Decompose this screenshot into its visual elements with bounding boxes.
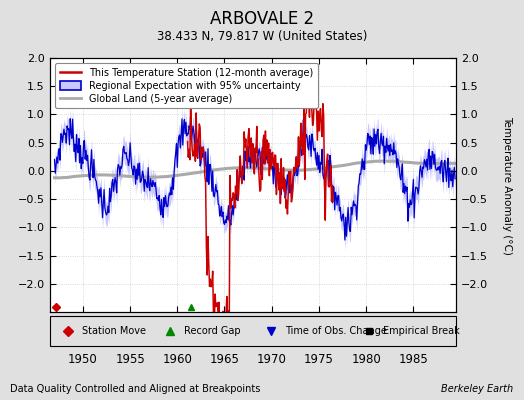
Text: ARBOVALE 2: ARBOVALE 2: [210, 10, 314, 28]
Text: Station Move: Station Move: [82, 326, 146, 336]
Text: Time of Obs. Change: Time of Obs. Change: [286, 326, 387, 336]
Text: 1955: 1955: [115, 353, 145, 366]
Text: 1970: 1970: [257, 353, 287, 366]
Text: Record Gap: Record Gap: [184, 326, 241, 336]
Text: 1985: 1985: [399, 353, 428, 366]
Text: 38.433 N, 79.817 W (United States): 38.433 N, 79.817 W (United States): [157, 30, 367, 43]
Text: Data Quality Controlled and Aligned at Breakpoints: Data Quality Controlled and Aligned at B…: [10, 384, 261, 394]
Text: Berkeley Earth: Berkeley Earth: [441, 384, 514, 394]
Legend: This Temperature Station (12-month average), Regional Expectation with 95% uncer: This Temperature Station (12-month avera…: [54, 63, 318, 108]
Text: 1960: 1960: [162, 353, 192, 366]
Text: 1965: 1965: [210, 353, 239, 366]
Text: 1975: 1975: [304, 353, 334, 366]
Y-axis label: Temperature Anomaly (°C): Temperature Anomaly (°C): [502, 116, 512, 254]
Text: 1980: 1980: [351, 353, 381, 366]
Text: Empirical Break: Empirical Break: [383, 326, 460, 336]
Text: 1950: 1950: [68, 353, 97, 366]
